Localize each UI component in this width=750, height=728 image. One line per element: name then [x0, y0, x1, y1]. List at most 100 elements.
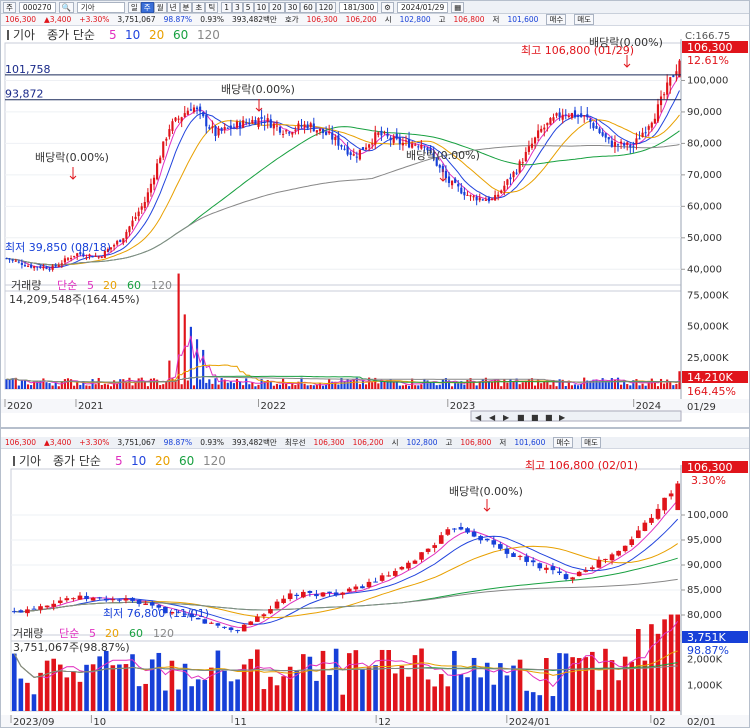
legend-handle-icon: [13, 456, 15, 466]
buy-button[interactable]: 매수: [553, 437, 574, 448]
legend-handle-icon: [7, 30, 9, 40]
bid: 106,200: [352, 438, 384, 447]
candle-body: [340, 145, 343, 147]
candle-body: [18, 610, 24, 613]
candle-body: [583, 570, 589, 572]
interval-button-10[interactable]: 10: [253, 1, 270, 13]
code-input[interactable]: 000270: [18, 1, 56, 13]
period-button-0[interactable]: 일: [127, 1, 141, 13]
open-label: 시: [384, 15, 392, 24]
candle-body: [647, 126, 650, 130]
candle-body: [123, 598, 129, 601]
settings-icon[interactable]: ⚙: [381, 1, 394, 13]
interval-button-1[interactable]: 1: [221, 1, 233, 13]
candle-body: [149, 183, 153, 193]
volume-bar: [282, 378, 285, 389]
interval-button-20[interactable]: 20: [269, 1, 285, 13]
period-button-3[interactable]: 년: [166, 1, 180, 13]
sell-button[interactable]: 매도: [574, 14, 595, 25]
open: 102,800: [399, 15, 431, 24]
volume-bar: [380, 380, 383, 389]
period-button-1[interactable]: 주: [140, 1, 154, 13]
candle-body: [386, 133, 389, 137]
volume-bar: [616, 377, 620, 389]
volume-bar: [465, 677, 470, 711]
price-axis-label: 40,000: [687, 264, 722, 275]
candle-body: [217, 128, 220, 136]
candle-body: [498, 544, 503, 549]
candle-body: [306, 124, 309, 129]
volume-bar: [360, 668, 365, 711]
name-input[interactable]: 기아: [76, 1, 125, 13]
interval-button-60[interactable]: 60: [300, 1, 316, 13]
volume-bar: [199, 379, 202, 389]
candle-body: [564, 114, 567, 116]
volume-ratio: 98.87%: [163, 438, 193, 447]
daily-chart[interactable]: 100,000 95,000 90,000 85,000 80,000 2,000K 1,0…: [1, 449, 749, 727]
dividend-arrow-icon: [483, 499, 491, 512]
candle-body: [438, 535, 444, 544]
volume: 3,751,067: [117, 15, 156, 24]
candle-body: [675, 483, 681, 511]
period-button-4[interactable]: 분: [179, 1, 193, 13]
buy-button[interactable]: 매수: [546, 14, 567, 25]
volume-bar: [82, 381, 85, 389]
candle-body: [209, 622, 214, 624]
candle-body: [8, 258, 11, 260]
candle-body: [407, 138, 411, 148]
interval-button-120[interactable]: 120: [315, 1, 337, 13]
volume-bar: [407, 385, 411, 389]
volume-bar: [156, 652, 162, 711]
period-button-5[interactable]: 초: [192, 1, 206, 13]
dividend-arrow-icon: [255, 99, 263, 112]
market-select[interactable]: 주: [3, 1, 16, 13]
last-volume-box: [682, 371, 748, 383]
calendar-icon[interactable]: ▦: [451, 1, 465, 13]
interval-button-5[interactable]: 5: [242, 1, 254, 13]
candle-body: [202, 112, 205, 117]
candle-body: [517, 555, 523, 557]
volume-bar: [401, 385, 404, 389]
candle-body: [309, 123, 312, 128]
volume-bar: [255, 649, 260, 711]
volume-bar: [340, 694, 346, 711]
volume-bar: [423, 379, 426, 389]
volume-bar: [90, 664, 96, 711]
volume-bar: [235, 679, 240, 711]
candle-body: [445, 529, 451, 535]
period-button-2[interactable]: 월: [153, 1, 167, 13]
candle-body: [255, 616, 260, 622]
volume-bar: [275, 383, 279, 389]
candle-body: [125, 231, 128, 239]
candle-body: [358, 149, 361, 160]
candle-body: [490, 198, 494, 200]
candle-body: [420, 144, 423, 149]
candle-body: [143, 201, 146, 208]
candle-body: [325, 131, 328, 135]
candle-body: [460, 187, 463, 194]
candle-body: [649, 517, 654, 523]
sell-button[interactable]: 매도: [581, 437, 601, 448]
date-field[interactable]: 2024/01/29: [397, 1, 449, 13]
period-button-6[interactable]: 틱: [205, 1, 219, 13]
volume-bar: [300, 377, 303, 389]
volume-bar: [117, 664, 122, 711]
volume-bar: [281, 676, 286, 711]
legend-ma-5: 5: [115, 454, 123, 468]
candle-body: [373, 581, 378, 583]
volume-bar: [429, 381, 432, 389]
volume-bar: [371, 382, 374, 389]
interval-button-3[interactable]: 3: [232, 1, 243, 13]
count-field[interactable]: 181/300: [339, 1, 379, 13]
weekly-chart[interactable]: 100,000 90,000 80,000 70,000 60,000 50,000 40,…: [1, 27, 749, 427]
volume-bar: [576, 385, 580, 389]
x-axis-label: 2024: [636, 401, 661, 412]
volume-bar: [229, 381, 232, 389]
candle-body: [552, 117, 555, 121]
volume-legend-ma-60: 60: [129, 627, 143, 640]
volume-bar: [472, 382, 475, 389]
search-icon[interactable]: 🔍: [58, 1, 74, 13]
volume-bar: [232, 383, 235, 389]
dividend-annotation: 배당락(0.00%): [589, 36, 663, 49]
interval-button-30[interactable]: 30: [284, 1, 301, 13]
